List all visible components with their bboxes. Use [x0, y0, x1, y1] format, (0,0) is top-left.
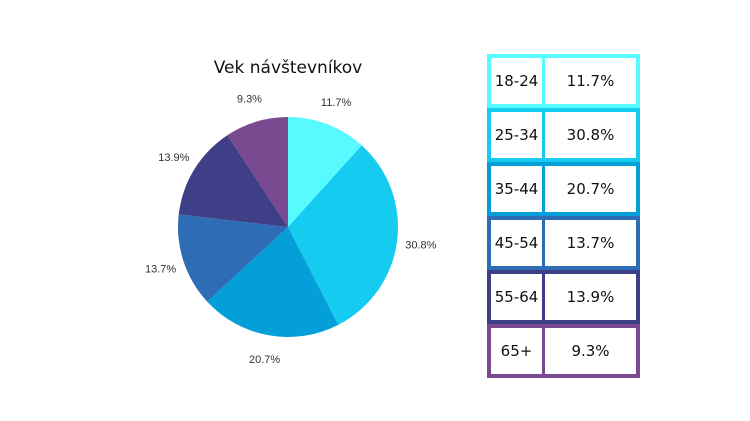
legend-row: 18-24 11.7%	[487, 54, 640, 108]
data-label: 13.9%	[158, 152, 189, 164]
legend-value: 9.3%	[545, 328, 636, 374]
data-label: 13.7%	[145, 264, 176, 276]
legend-value: 20.7%	[545, 166, 636, 212]
data-label: 30.8%	[405, 239, 436, 251]
pie-slice-18-24	[288, 117, 362, 227]
legend-row: 45-54 13.7%	[487, 216, 640, 270]
pie-slice-25-34	[288, 145, 398, 325]
legend-value: 13.7%	[545, 220, 636, 266]
legend-value: 13.9%	[545, 274, 636, 320]
legend-value: 11.7%	[545, 58, 636, 104]
pie-slice-65+	[227, 117, 288, 227]
legend-category: 35-44	[491, 166, 542, 212]
legend-category: 45-54	[491, 220, 542, 266]
pie-slice-55-64	[178, 135, 288, 227]
legend-table: 18-24 11.7% 25-34 30.8% 35-44 20.7% 45-54 13.7%…	[487, 54, 640, 378]
data-label: 20.7%	[249, 354, 280, 366]
pie-slice-35-44	[207, 227, 339, 337]
chart-title: Vek návštevníkov	[213, 58, 363, 78]
legend-value: 30.8%	[545, 112, 636, 158]
pie-slice-45-54	[177, 214, 288, 302]
legend-category: 25-34	[491, 112, 542, 158]
legend-category: 55-64	[491, 274, 542, 320]
data-label: 11.7%	[321, 97, 352, 109]
legend-category: 18-24	[491, 58, 542, 104]
legend-row: 35-44 20.7%	[487, 162, 640, 216]
legend-row: 25-34 30.8%	[487, 108, 640, 162]
legend-category: 65+	[491, 328, 542, 374]
legend-row: 65+ 9.3%	[487, 324, 640, 378]
data-label: 9.3%	[237, 94, 262, 106]
legend-row: 55-64 13.9%	[487, 270, 640, 324]
